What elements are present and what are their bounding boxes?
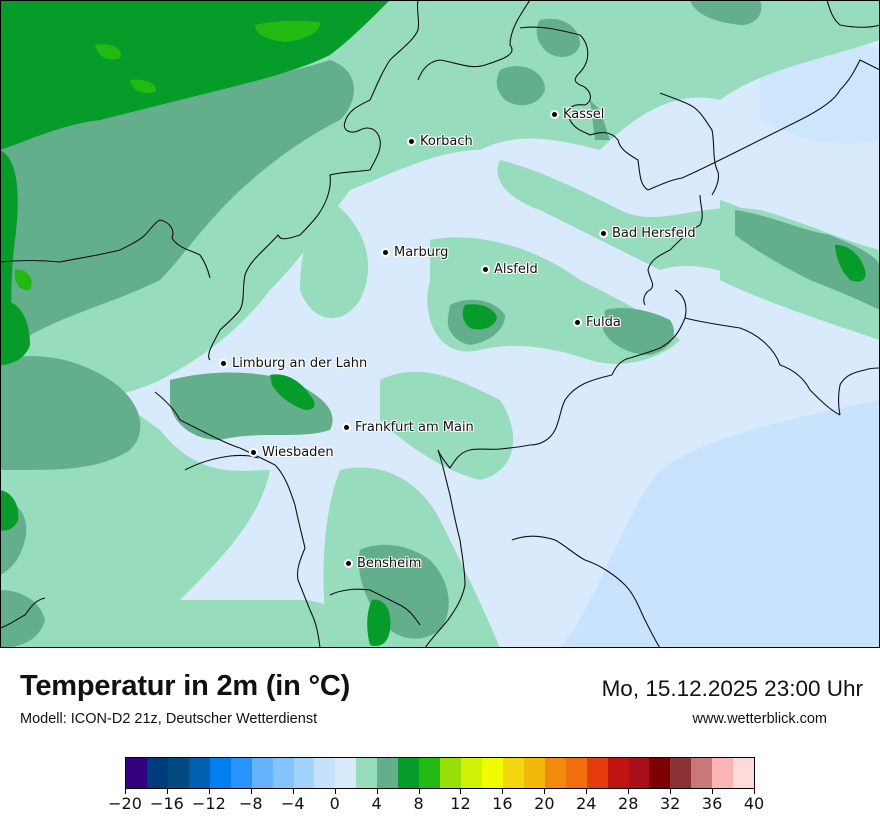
colorbar-tick-mark	[460, 789, 462, 794]
city-dot-icon	[251, 450, 256, 455]
colorbar-bin	[649, 758, 671, 788]
city-dot-icon	[346, 561, 351, 566]
city-dot-icon	[221, 361, 226, 366]
colorbar-ticks: −20 −16 −12 −8 −4 0 4 8 12 16 20 24 28 32 36 40	[108, 789, 764, 819]
colorbar-tick-mark	[166, 789, 168, 794]
colorbar-tick-label: 36	[701, 794, 723, 813]
colorbar-tick-label: 4	[371, 794, 382, 813]
colorbar-tick-label: 12	[450, 794, 471, 813]
city-marker-frankfurt: Frankfurt am Main	[344, 420, 474, 435]
website-link[interactable]: www.wetterblick.com	[692, 711, 827, 727]
colorbar-bin	[398, 758, 420, 788]
colorbar-bin	[691, 758, 713, 788]
colorbar-tick-mark	[628, 789, 630, 794]
valid-datetime: Mo, 15.12.2025 23:00 Uhr	[601, 676, 863, 701]
colorbar-tick-mark	[670, 789, 672, 794]
colorbar-bin	[251, 758, 273, 788]
colorbar-tick-label: 0	[329, 794, 340, 813]
colorbar-bin	[126, 758, 147, 788]
state-border-lines	[0, 0, 880, 648]
colorbar-bin	[356, 758, 378, 788]
city-dot-icon	[344, 425, 349, 430]
city-dot-icon	[601, 231, 606, 236]
colorbar-tick-label: −16	[150, 794, 184, 813]
city-marker-kassel: Kassel	[552, 107, 604, 122]
colorbar-bin	[586, 758, 608, 788]
colorbar-bin	[712, 758, 734, 788]
city-marker-fulda: Fulda	[575, 315, 621, 330]
colorbar-tick-label: −4	[280, 794, 305, 813]
colorbar-tick-mark	[376, 789, 378, 794]
colorbar-tick-label: 16	[492, 794, 513, 813]
city-marker-wiesbaden: Wiesbaden	[251, 445, 334, 460]
temperature-map: Kassel Korbach Bad Hersfeld Marburg Alsf…	[0, 0, 880, 648]
colorbar-bin	[335, 758, 357, 788]
colorbar-tick-mark	[586, 789, 588, 794]
colorbar-bin	[544, 758, 566, 788]
colorbar-tick-mark	[208, 789, 210, 794]
city-marker-korbach: Korbach	[409, 134, 473, 149]
colorbar-bin	[670, 758, 692, 788]
colorbar-tick-mark	[544, 789, 546, 794]
colorbar-tick-mark	[292, 789, 294, 794]
city-dot-icon	[409, 139, 414, 144]
colorbar-tick-mark	[334, 789, 336, 794]
colorbar-tick-mark	[502, 789, 504, 794]
city-marker-limburg: Limburg an der Lahn	[221, 356, 367, 371]
colorbar-bin	[314, 758, 336, 788]
colorbar-tick-label: −8	[239, 794, 263, 813]
colorbar-bin	[440, 758, 461, 788]
city-dot-icon	[483, 267, 488, 272]
colorbar-tick-label: 24	[576, 794, 597, 813]
colorbar-tick-label: 32	[659, 794, 681, 813]
colorbar-bin	[502, 758, 524, 788]
colorbar-tick-label: −20	[108, 794, 142, 813]
city-marker-marburg: Marburg	[383, 245, 448, 260]
colorbar-bin	[481, 758, 503, 788]
colorbar-legend	[125, 757, 755, 789]
city-dot-icon	[575, 320, 580, 325]
colorbar-bin	[188, 758, 210, 788]
colorbar-bin	[523, 758, 545, 788]
city-marker-alsfeld: Alsfeld	[483, 262, 538, 277]
colorbar-tick-label: 28	[618, 794, 639, 813]
colorbar-bin	[209, 758, 231, 788]
colorbar-tick-mark	[712, 789, 714, 794]
colorbar-bin	[733, 758, 755, 788]
colorbar-bin	[628, 758, 650, 788]
colorbar-tick-label: −12	[191, 794, 226, 813]
temperature-field	[0, 0, 880, 648]
colorbar-tick-label: 8	[413, 794, 424, 813]
colorbar-bin	[272, 758, 294, 788]
colorbar-tick-mark	[754, 789, 755, 794]
model-source: Modell: ICON-D2 21z, Deutscher Wetterdie…	[20, 711, 318, 727]
colorbar-bin	[293, 758, 315, 788]
colorbar-bin	[461, 758, 482, 788]
city-marker-bensheim: Bensheim	[346, 556, 421, 571]
colorbar-bin	[565, 758, 587, 788]
colorbar-tick-mark	[418, 789, 420, 794]
city-dot-icon	[552, 112, 557, 117]
colorbar-tick-label: 40	[743, 794, 765, 813]
colorbar-bin	[377, 758, 399, 788]
colorbar-tick-label: 20	[534, 794, 555, 813]
colorbar-bin	[230, 758, 252, 788]
chart-title: Temperatur in 2m (in °C)	[20, 670, 351, 702]
colorbar-tick-mark	[125, 789, 126, 794]
colorbar-bin	[146, 758, 168, 788]
city-dot-icon	[383, 250, 388, 255]
colorbar-tick-mark	[250, 789, 252, 794]
colorbar-bin	[607, 758, 629, 788]
colorbar-bin	[419, 758, 441, 788]
colorbar-bin	[167, 758, 189, 788]
city-marker-bad-hersfeld: Bad Hersfeld	[601, 226, 696, 241]
